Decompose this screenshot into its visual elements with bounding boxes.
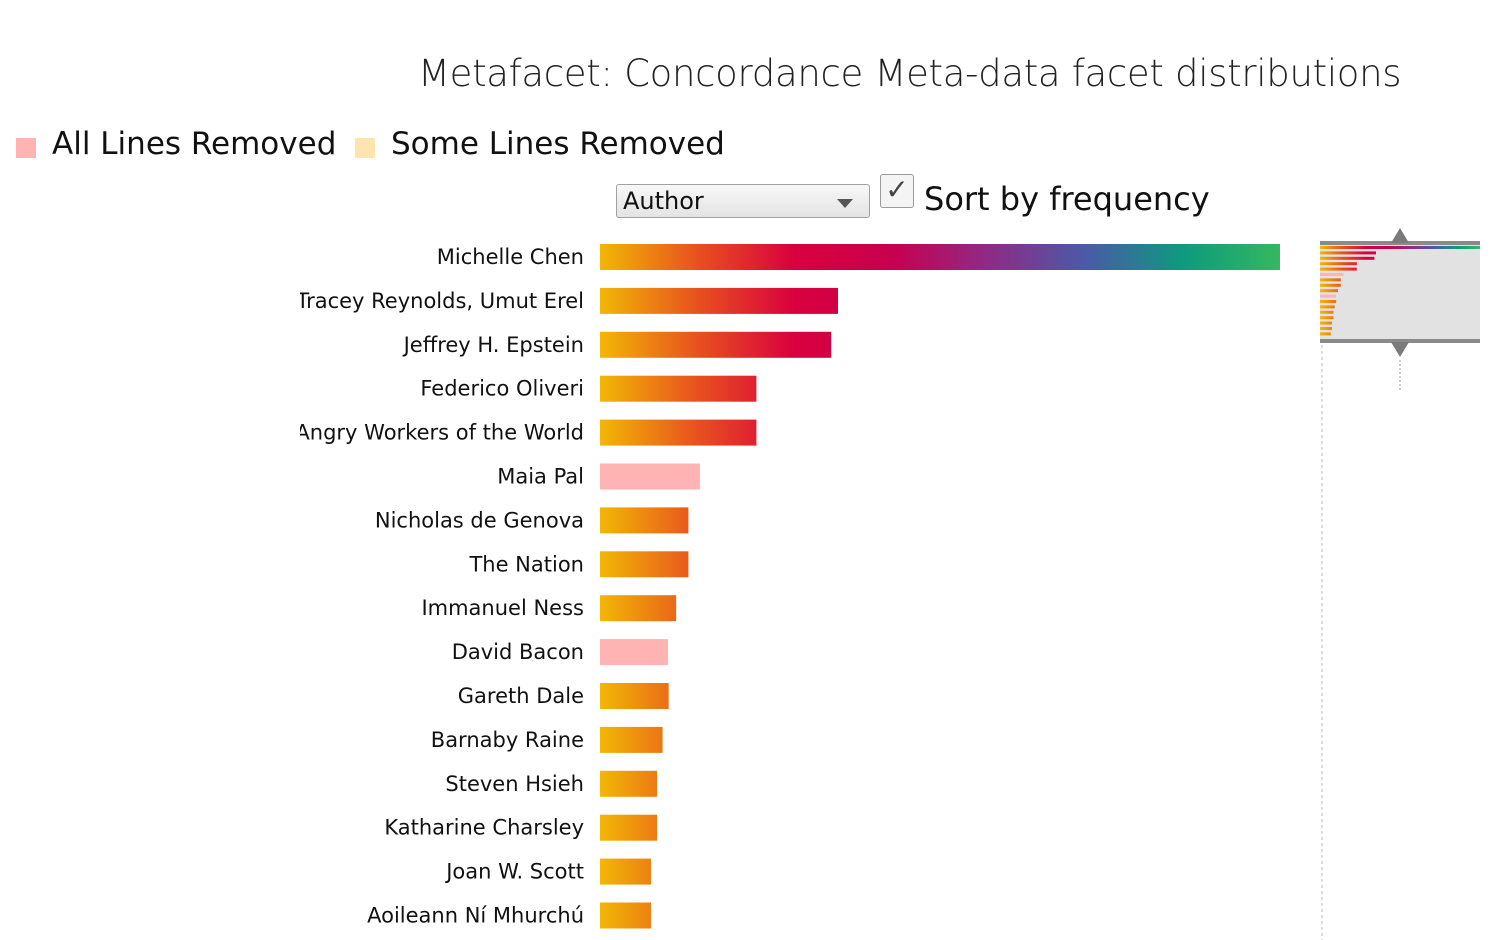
bar[interactable] <box>600 507 689 534</box>
minimap-top-handle-icon[interactable] <box>1391 228 1409 243</box>
category-labels: Michelle Chen Tracey Reynolds, Umut Erel J… <box>295 245 584 928</box>
bars <box>600 244 1280 929</box>
category-label: David Bacon <box>452 640 584 664</box>
bar[interactable] <box>600 770 658 797</box>
bar[interactable] <box>600 683 669 709</box>
sort-by-frequency-checkbox[interactable]: ✓ <box>880 174 914 208</box>
category-label: Tracey Reynolds, Umut Erel <box>295 289 584 313</box>
legend-swatch-all <box>16 138 36 158</box>
minimap-bar <box>1320 273 1344 276</box>
minimap-bar <box>1320 305 1335 309</box>
minimap-viewport[interactable] <box>1320 244 1480 340</box>
category-label: Jeffrey H. Epstein <box>402 333 584 357</box>
bar[interactable] <box>600 858 651 885</box>
facet-select[interactable]: Author <box>616 184 870 218</box>
minimap[interactable] <box>1320 228 1480 940</box>
bar[interactable] <box>600 814 658 841</box>
minimap-bar <box>1320 327 1332 330</box>
minimap-bar <box>1320 278 1341 282</box>
category-label: Maia Pal <box>497 465 584 489</box>
minimap-bar <box>1320 294 1336 298</box>
category-label: Immanuel Ness <box>421 596 584 620</box>
facet-select-value: Author <box>623 187 704 215</box>
minimap-bar <box>1320 316 1334 320</box>
minimap-bar <box>1320 267 1357 271</box>
minimap-bar <box>1320 262 1357 266</box>
minimap-bar <box>1320 310 1334 314</box>
bar[interactable] <box>600 463 700 490</box>
category-label: Joan W. Scott <box>444 860 584 884</box>
checkmark-icon: ✓ <box>885 173 909 206</box>
minimap-bar <box>1320 289 1338 293</box>
bar[interactable] <box>600 551 689 578</box>
category-label: Aoileann Ní Mhurchú <box>367 904 584 928</box>
minimap-bar <box>1320 246 1480 249</box>
minimap-bar <box>1320 283 1341 287</box>
minimap-bottom-handle-icon[interactable] <box>1391 342 1409 357</box>
minimap-bar <box>1320 300 1337 303</box>
bar[interactable] <box>600 287 838 314</box>
bar[interactable] <box>600 639 668 666</box>
legend-swatch-some <box>355 138 375 158</box>
category-label: Gareth Dale <box>458 684 584 708</box>
bar[interactable] <box>600 419 757 446</box>
bar[interactable] <box>600 902 651 929</box>
bar[interactable] <box>600 244 1280 270</box>
chevron-down-icon <box>837 199 853 208</box>
minimap-bar <box>1320 321 1332 325</box>
category-label: Federico Oliveri <box>420 377 584 401</box>
bar[interactable] <box>600 595 677 622</box>
legend-label-all: All Lines Removed <box>52 126 337 162</box>
category-label: Nicholas de Genova <box>375 508 584 532</box>
category-label: Angry Workers of the World <box>295 421 584 445</box>
legend-label-some: Some Lines Removed <box>391 126 725 162</box>
bar[interactable] <box>600 331 832 358</box>
minimap-bar <box>1320 256 1375 260</box>
chart-title: Metafacet: Concordance Meta-data facet d… <box>418 52 1402 95</box>
category-label: Michelle Chen <box>437 245 584 269</box>
category-label: Steven Hsieh <box>445 772 584 796</box>
minimap-bars <box>1320 246 1480 336</box>
bar[interactable] <box>600 375 757 402</box>
sort-by-frequency-label: Sort by frequency <box>924 180 1210 218</box>
bar[interactable] <box>600 726 663 753</box>
minimap-bar <box>1320 251 1376 255</box>
minimap-bar <box>1320 332 1331 336</box>
category-label: Katharine Charsley <box>384 816 584 840</box>
category-label: Barnaby Raine <box>431 728 584 752</box>
category-label: The Nation <box>468 552 584 576</box>
